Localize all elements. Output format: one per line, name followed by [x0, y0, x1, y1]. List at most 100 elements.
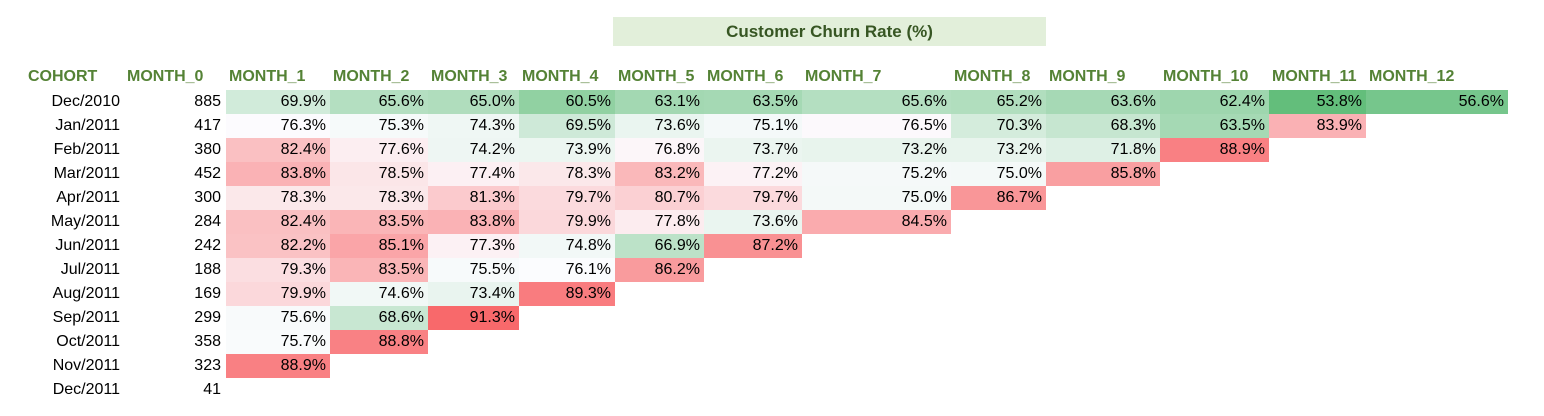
heatmap-cell: 69.9%	[226, 90, 330, 114]
header-month-12: MONTH_12	[1369, 68, 1455, 85]
heatmap-cell: 73.7%	[704, 138, 802, 162]
heatmap-cell: 75.1%	[704, 114, 802, 138]
heatmap-cell: 83.9%	[1269, 114, 1366, 138]
cohort-label: Oct/2011	[56, 333, 120, 350]
cohort-size: 188	[194, 261, 221, 278]
heatmap-cell: 75.0%	[951, 162, 1046, 186]
heatmap-cell: 73.6%	[704, 210, 802, 234]
heatmap-cell: 78.5%	[330, 162, 428, 186]
heatmap-cell: 77.2%	[704, 162, 802, 186]
header-month-6: MONTH_6	[707, 68, 784, 85]
heatmap-cell: 82.4%	[226, 138, 330, 162]
heatmap-cell: 78.3%	[226, 186, 330, 210]
heatmap-cell: 84.5%	[802, 210, 951, 234]
heatmap-cell: 70.3%	[951, 114, 1046, 138]
heatmap-cell: 86.2%	[615, 258, 704, 282]
heatmap-cell: 73.2%	[802, 138, 951, 162]
heatmap-cell: 74.3%	[428, 114, 519, 138]
header-month-1: MONTH_1	[229, 68, 306, 85]
heatmap-cell: 75.0%	[802, 186, 951, 210]
heatmap-cell: 75.7%	[226, 330, 330, 354]
heatmap-cell: 71.8%	[1046, 138, 1160, 162]
header-month-10: MONTH_10	[1163, 68, 1249, 85]
heatmap-cell: 76.8%	[615, 138, 704, 162]
heatmap-cell: 62.4%	[1160, 90, 1269, 114]
header-month-5: MONTH_5	[618, 68, 695, 85]
heatmap-cell: 79.7%	[519, 186, 615, 210]
cohort-size: 41	[203, 381, 221, 398]
cohort-size: 169	[194, 285, 221, 302]
heatmap-cell: 76.1%	[519, 258, 615, 282]
chart-title: Customer Churn Rate (%)	[613, 17, 1046, 46]
heatmap-cell: 79.9%	[519, 210, 615, 234]
heatmap-cell: 77.3%	[428, 234, 519, 258]
heatmap-cell: 83.8%	[226, 162, 330, 186]
cohort-label: Dec/2011	[52, 381, 120, 398]
cohort-label: Nov/2011	[52, 357, 120, 374]
heatmap-cell: 73.6%	[615, 114, 704, 138]
header-month-3: MONTH_3	[431, 68, 508, 85]
cohort-size: 452	[194, 165, 221, 182]
heatmap-cell: 75.2%	[802, 162, 951, 186]
heatmap-cell: 75.6%	[226, 306, 330, 330]
cohort-size: 299	[194, 309, 221, 326]
cohort-size: 417	[194, 117, 221, 134]
heatmap-cell: 77.6%	[330, 138, 428, 162]
cohort-label: Aug/2011	[52, 285, 120, 302]
heatmap-cell: 81.3%	[428, 186, 519, 210]
heatmap-cell: 77.8%	[615, 210, 704, 234]
heatmap-cell: 73.4%	[428, 282, 519, 306]
heatmap-cell: 65.2%	[951, 90, 1046, 114]
heatmap-cell: 69.5%	[519, 114, 615, 138]
heatmap-cell: 87.2%	[704, 234, 802, 258]
heatmap-cell: 86.7%	[951, 186, 1046, 210]
cohort-label: Apr/2011	[56, 189, 120, 206]
header-month-8: MONTH_8	[954, 68, 1031, 85]
heatmap-cell: 88.8%	[330, 330, 428, 354]
cohort-size: 284	[194, 213, 221, 230]
cohort-label: Dec/2010	[51, 93, 121, 110]
heatmap-cell: 68.3%	[1046, 114, 1160, 138]
heatmap-cell: 85.8%	[1046, 162, 1160, 186]
heatmap-cell: 66.9%	[615, 234, 704, 258]
cohort-size: 300	[194, 189, 221, 206]
cohort-label: Jun/2011	[55, 237, 120, 254]
heatmap-cell: 63.1%	[615, 90, 704, 114]
heatmap-cell: 68.6%	[330, 306, 428, 330]
cohort-label: Sep/2011	[52, 309, 120, 326]
heatmap-cell: 63.5%	[704, 90, 802, 114]
cohort-label: Feb/2011	[53, 141, 120, 158]
heatmap-cell: 74.2%	[428, 138, 519, 162]
heatmap-cell: 65.6%	[802, 90, 951, 114]
cohort-size: 885	[194, 93, 221, 110]
heatmap-cell: 77.4%	[428, 162, 519, 186]
cohort-size: 242	[194, 237, 221, 254]
header-month-11: MONTH_11	[1272, 68, 1357, 85]
header-month-9: MONTH_9	[1049, 68, 1126, 85]
heatmap-cell: 85.1%	[330, 234, 428, 258]
header-cohort: COHORT	[28, 68, 98, 85]
heatmap-cell: 78.3%	[519, 162, 615, 186]
cohort-size: 323	[194, 357, 221, 374]
heatmap-cell: 76.5%	[802, 114, 951, 138]
heatmap-cell: 88.9%	[226, 354, 330, 378]
header-month-0: MONTH_0	[127, 68, 204, 85]
heatmap-cell: 53.8%	[1269, 90, 1366, 114]
heatmap-cell: 76.3%	[226, 114, 330, 138]
cohort-label: Jul/2011	[60, 261, 120, 278]
heatmap-cell: 83.5%	[330, 258, 428, 282]
cohort-size: 380	[194, 141, 221, 158]
cohort-label: Mar/2011	[53, 165, 120, 182]
heatmap-cell: 60.5%	[519, 90, 615, 114]
heatmap-cell: 75.3%	[330, 114, 428, 138]
heatmap-cell: 82.4%	[226, 210, 330, 234]
heatmap-cell: 63.5%	[1160, 114, 1269, 138]
heatmap-cell: 65.0%	[428, 90, 519, 114]
header-month-7: MONTH_7	[805, 68, 882, 85]
heatmap-cell: 89.3%	[519, 282, 615, 306]
heatmap-cell: 82.2%	[226, 234, 330, 258]
heatmap-cell: 56.6%	[1366, 90, 1508, 114]
heatmap-cell: 73.9%	[519, 138, 615, 162]
cohort-label: Jan/2011	[55, 117, 120, 134]
